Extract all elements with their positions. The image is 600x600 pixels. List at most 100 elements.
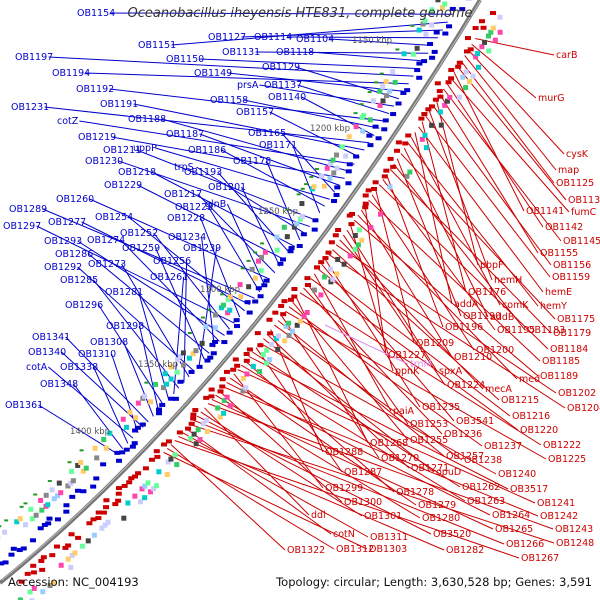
cog-category-mark <box>135 400 141 406</box>
cog-category-mark <box>51 496 57 502</box>
reverse-connector <box>193 419 505 545</box>
reverse-gene-label: ppnK <box>395 366 420 377</box>
reverse-gene-label: OB1301 <box>364 511 402 522</box>
reverse-gene-label: OB1225 <box>548 454 586 465</box>
cog-category-mark <box>72 550 78 556</box>
cog-category-mark <box>147 489 153 495</box>
reverse-connector <box>396 158 462 317</box>
reverse-gene-mark <box>223 369 230 374</box>
cog-category-mark <box>283 323 289 329</box>
forward-gene-mark <box>261 283 268 288</box>
cog-category-mark <box>319 173 325 179</box>
scale-labels: 1150 kbp 1200 kbp 1250 kbp 1300 kbp 1350 kbp… <box>70 36 392 437</box>
reverse-connector <box>385 174 444 328</box>
forward-gene-label: OB1254 <box>95 212 133 223</box>
cog-category-mark <box>78 459 84 465</box>
cog-category-mark <box>275 346 281 352</box>
forward-gene-mark <box>168 396 175 401</box>
reverse-gene-mark <box>394 148 401 153</box>
reverse-gene-label: OB1215 <box>501 395 539 406</box>
forward-connector <box>221 149 325 207</box>
cog-category-mark <box>361 112 367 118</box>
cog-category-mark <box>486 48 492 54</box>
cog-category-mark <box>244 371 250 377</box>
forward-gene-label: OB1259 <box>122 243 160 254</box>
forward-gene-mark <box>129 444 136 449</box>
forward-gene-label: OB1150 <box>166 54 204 65</box>
forward-gene-mark <box>123 447 130 452</box>
forward-connector <box>329 38 434 47</box>
forward-gene-label: cotA <box>26 362 48 373</box>
cog-category-mark <box>401 51 407 57</box>
reverse-gene-label: OB1142 <box>545 222 583 233</box>
forward-gene-mark <box>446 24 453 29</box>
cog-category-mark <box>390 69 396 75</box>
forward-gene-mark <box>400 90 407 95</box>
forward-gene-mark <box>29 538 36 543</box>
forward-gene-label: OB1348 <box>40 379 78 390</box>
cog-category-mark <box>466 79 472 85</box>
forward-gene-label: OB1228 <box>167 213 205 224</box>
cog-category-mark <box>174 369 180 375</box>
reverse-gene-label: OB1190 <box>463 311 501 322</box>
reverse-gene-mark <box>291 286 298 291</box>
forward-connector <box>227 72 404 92</box>
gc-mark <box>47 480 52 483</box>
cog-category-mark <box>120 416 126 422</box>
cog-category-mark <box>14 519 20 525</box>
forward-gene-mark <box>156 411 163 416</box>
cog-category-mark <box>359 237 365 243</box>
cog-category-mark <box>246 284 252 290</box>
forward-gene-label: OB1217 <box>164 189 202 200</box>
reverse-connector <box>292 301 409 441</box>
cog-category-mark <box>380 98 386 104</box>
cog-category-mark <box>186 355 192 361</box>
gc-mark <box>79 449 84 452</box>
cog-category-mark <box>304 310 310 316</box>
cog-category-mark <box>221 410 227 416</box>
cog-category-mark <box>250 363 256 369</box>
reverse-gene-mark <box>246 347 253 352</box>
gene-feature-tracks <box>0 0 503 600</box>
reverse-gene-mark <box>278 303 285 308</box>
forward-gene-label: OB1261 <box>150 272 188 283</box>
forward-gene-label: OB1297 <box>3 221 41 232</box>
forward-gene-label: OB1127 <box>208 32 246 43</box>
reverse-connector <box>266 333 410 469</box>
cog-category-mark <box>488 29 494 35</box>
reverse-gene-mark <box>467 47 474 52</box>
cog-category-mark <box>162 371 168 377</box>
reverse-connector <box>475 38 555 56</box>
forward-gene-label: OB1187 <box>166 129 204 140</box>
reverse-gene-mark <box>121 483 128 488</box>
forward-gene-mark <box>244 300 251 305</box>
forward-gene-label: OB1157 <box>236 107 274 118</box>
forward-gene-mark <box>414 68 421 73</box>
reverse-connector <box>281 315 380 459</box>
forward-gene-label: OB1293 <box>44 236 82 247</box>
cog-category-mark <box>435 0 441 3</box>
reverse-gene-mark <box>372 180 379 185</box>
cog-category-mark <box>414 45 420 51</box>
gc-mark <box>260 242 265 245</box>
reverse-gene-mark <box>362 193 369 198</box>
cog-category-mark <box>274 247 280 253</box>
scale-label: 1400 kbp <box>70 427 110 437</box>
reverse-gene-label: OB1130 <box>568 195 600 206</box>
forward-connector <box>93 279 180 389</box>
forward-gene-mark <box>8 552 15 557</box>
cog-category-mark <box>353 124 359 130</box>
forward-gene-mark <box>210 351 217 356</box>
forward-gene-label: OB1310 <box>78 349 116 360</box>
reverse-connector <box>229 377 417 506</box>
cog-category-mark <box>322 274 328 280</box>
cog-category-mark <box>410 51 416 57</box>
reverse-connector <box>252 351 461 488</box>
cog-category-mark <box>311 184 317 190</box>
reverse-connector <box>464 55 557 171</box>
reverse-connector <box>457 66 567 201</box>
reverse-gene-mark <box>335 227 342 232</box>
forward-gene-label: OB1197 <box>15 52 53 63</box>
cog-category-mark <box>352 246 358 252</box>
cog-category-mark <box>437 109 443 115</box>
